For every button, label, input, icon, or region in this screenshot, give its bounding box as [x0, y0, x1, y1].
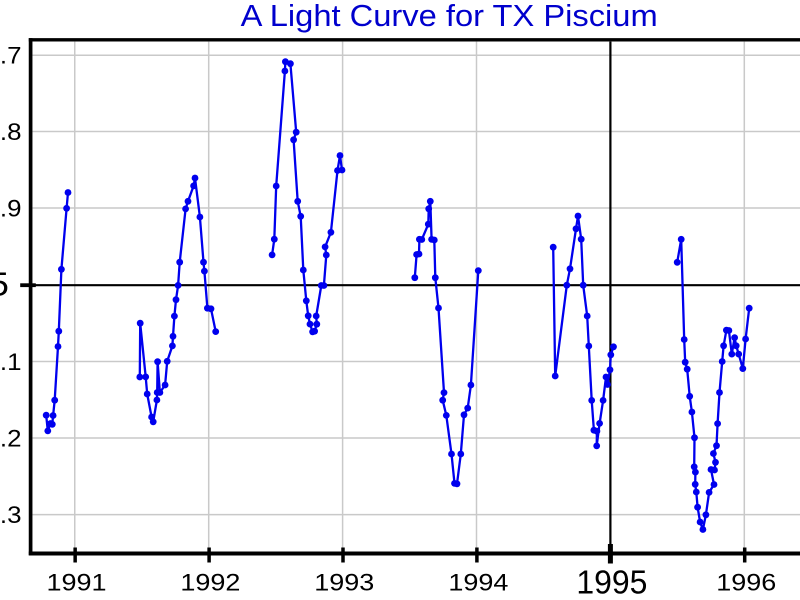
svg-text:5.1: 5.1	[0, 349, 22, 376]
svg-text:4.8: 4.8	[0, 119, 22, 146]
svg-text:5: 5	[0, 267, 9, 304]
svg-text:4.7: 4.7	[0, 42, 22, 69]
svg-text:1996: 1996	[716, 569, 776, 596]
svg-text:1994: 1994	[448, 569, 508, 596]
svg-text:5.3: 5.3	[0, 502, 22, 529]
svg-text:1993: 1993	[314, 569, 374, 596]
svg-text:A Light Curve for TX Piscium: A Light Curve for TX Piscium	[241, 0, 658, 33]
svg-text:1995: 1995	[576, 565, 647, 600]
svg-text:1992: 1992	[180, 569, 240, 596]
svg-text:4.9: 4.9	[0, 195, 22, 222]
svg-text:5.2: 5.2	[0, 425, 22, 452]
svg-text:1991: 1991	[47, 569, 107, 596]
